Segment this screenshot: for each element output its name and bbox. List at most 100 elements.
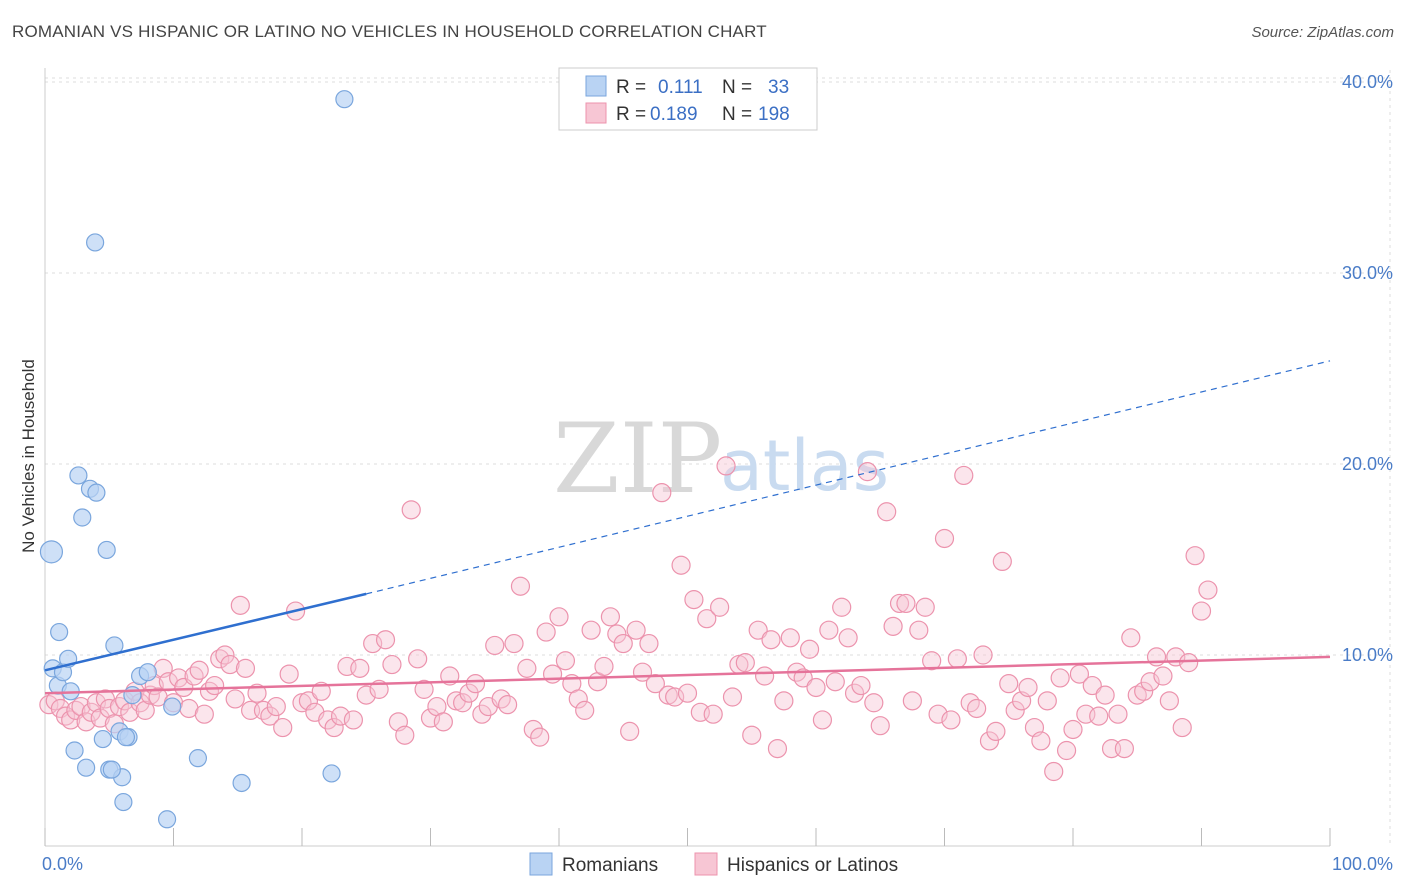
hispanic-point-44 [266, 696, 286, 717]
romanian-point-15 [97, 540, 116, 560]
hispanic-point-6 [71, 696, 91, 717]
y-tick-label-0: 10.0% [1342, 645, 1393, 665]
romanian-point-31 [102, 760, 121, 779]
hispanic-point-111 [697, 609, 717, 629]
hispanic-point-139 [877, 502, 897, 522]
hispanic-point-51 [311, 681, 331, 701]
hispanic-point-57 [350, 658, 370, 678]
hispanic-point-19 [135, 700, 155, 720]
hispanic-point-167 [1056, 740, 1077, 761]
hispanic-point-100 [626, 620, 646, 640]
hispanic-point-151 [954, 465, 974, 486]
hispanic-point-31 [194, 704, 214, 724]
hispanic-point-187 [1185, 546, 1205, 566]
legend-r-label-2: R = [616, 104, 646, 125]
hispanic-point-29 [184, 666, 204, 686]
hispanic-point-33 [205, 675, 225, 696]
hispanic-point-56 [343, 710, 363, 730]
legend-swatch-hispanics [585, 102, 607, 124]
hispanic-point-144 [909, 620, 929, 640]
hispanic-point-3 [55, 706, 76, 726]
hispanic-point-73 [453, 693, 473, 713]
hispanic-point-64 [395, 725, 415, 745]
romanian-point-25 [157, 810, 177, 829]
hispanic-point-158 [999, 674, 1019, 694]
hispanic-point-149 [941, 710, 961, 730]
hispanic-point-129 [812, 710, 833, 730]
x-tick-label-1: 100.0% [1332, 854, 1393, 874]
legend-r-value-2: 0.189 [650, 104, 698, 125]
series-legend: Romanians Hispanics or Latinos [529, 852, 898, 876]
hispanic-point-173 [1095, 685, 1115, 705]
hispanic-point-46 [279, 664, 299, 684]
hispanic-point-66 [408, 649, 428, 669]
hispanic-point-14 [109, 696, 130, 717]
romanian-point-20 [114, 792, 133, 812]
legend-n-label-1: N = [722, 77, 752, 98]
hispanic-point-7 [76, 712, 96, 732]
hispanic-trend [44, 655, 1331, 695]
x-tick-label-0: 0.0% [42, 854, 83, 874]
chart-title: ROMANIAN VS HISPANIC OR LATINO NO VEHICL… [12, 22, 767, 41]
hispanic-point-189 [1198, 580, 1218, 600]
hispanic-point-32 [199, 681, 220, 701]
hispanic-point-53 [324, 717, 344, 738]
hispanic-point-132 [832, 597, 852, 617]
romanian-point-8 [69, 466, 88, 485]
hispanic-point-143 [902, 691, 922, 711]
hispanic-point-164 [1037, 691, 1057, 711]
hispanic-point-153 [967, 698, 987, 719]
romanian-point-27 [188, 749, 208, 768]
hispanic-point-52 [318, 710, 338, 730]
hispanic-point-119 [748, 620, 768, 640]
hispanic-point-124 [780, 628, 800, 648]
hispanic-point-188 [1191, 601, 1212, 621]
hispanic-point-89 [555, 651, 576, 671]
hispanic-point-159 [1005, 700, 1025, 720]
watermark: ZIP atlas [553, 403, 889, 515]
hispanic-point-136 [857, 462, 878, 482]
y-tick-label-3: 40.0% [1342, 72, 1393, 92]
hispanic-point-88 [549, 607, 569, 627]
hispanic-point-165 [1044, 761, 1064, 782]
hispanic-point-127 [799, 639, 820, 659]
hispanic-point-104 [652, 483, 672, 503]
hispanic-point-97 [607, 624, 627, 644]
hispanic-point-54 [330, 706, 351, 726]
tick-labels: 10.0% 20.0% 30.0% 40.0% 0.0% 100.0% [42, 72, 1393, 874]
hispanic-point-67 [414, 679, 434, 699]
hispanic-point-137 [864, 693, 884, 713]
romanian-point-7 [65, 741, 84, 760]
hispanic-point-86 [536, 622, 556, 642]
hispanic-point-65 [401, 500, 421, 520]
hispanic-point-80 [498, 695, 518, 715]
romanian-point-13 [87, 483, 106, 502]
legend-n-value-1: 33 [768, 77, 789, 98]
series-legend-label-romanians: Romanians [562, 855, 658, 876]
hispanic-point-91 [568, 689, 588, 709]
hispanic-point-179 [1134, 681, 1154, 701]
series-legend-swatch-romanians [529, 852, 553, 876]
hispanic-point-76 [472, 704, 492, 724]
hispanic-point-163 [1031, 731, 1051, 751]
hispanic-point-154 [973, 645, 993, 665]
romanian-point-29 [322, 764, 341, 783]
hispanic-point-35 [215, 645, 235, 665]
hispanic-point-176 [1114, 738, 1135, 759]
axes [44, 68, 1331, 847]
hispanic-point-49 [298, 691, 319, 711]
hispanic-point-128 [806, 677, 826, 698]
hispanic-point-182 [1153, 666, 1173, 686]
hispanic-point-45 [273, 717, 293, 738]
hispanic-point-99 [620, 721, 640, 742]
hispanic-point-98 [613, 633, 633, 654]
hispanic-point-102 [639, 633, 659, 654]
hispanic-point-83 [517, 658, 537, 678]
romanian-point-24 [138, 663, 157, 682]
romanian-point-3 [50, 622, 69, 642]
hispanic-point-82 [510, 576, 531, 596]
hispanic-point-26 [169, 668, 189, 688]
legend-r-label-1: R = [616, 77, 646, 98]
hispanic-point-107 [671, 555, 691, 575]
hispanic-point-150 [947, 649, 967, 669]
